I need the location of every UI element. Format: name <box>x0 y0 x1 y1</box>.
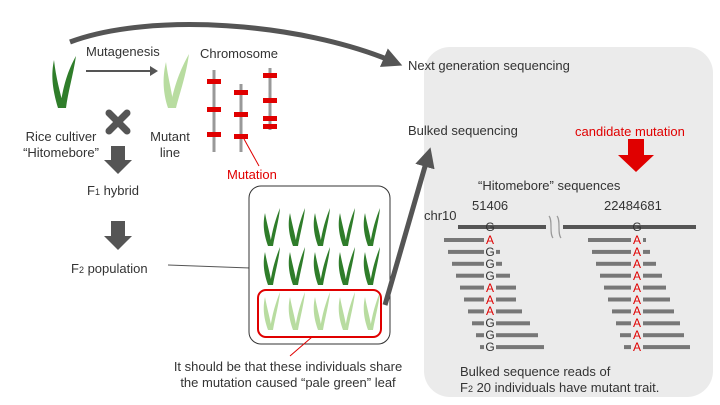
f2-label: F2 population <box>71 261 148 276</box>
locus2-read-base: A <box>631 233 643 247</box>
locus2-read-bar <box>616 321 680 326</box>
pale-plant-icon <box>263 292 280 330</box>
chromosomes-icon <box>207 68 277 152</box>
f2-pointer <box>167 264 251 269</box>
locus2-read-bar <box>596 261 656 266</box>
locus1-read-bar <box>476 333 538 338</box>
locus2-read-base: A <box>631 316 643 331</box>
cross-icon <box>105 109 131 135</box>
mutant-label-2: line <box>159 145 181 160</box>
f2-plants-grid <box>263 208 380 330</box>
locus2-read-bar <box>592 249 650 254</box>
green-plant-icon <box>263 247 280 285</box>
locus2-read-base: A <box>631 292 643 307</box>
pos2-label: 22484681 <box>604 198 662 213</box>
candidate-arrow <box>618 139 654 172</box>
locus2-read-bar <box>588 238 646 242</box>
chr-label: chr10 <box>424 208 457 223</box>
locus2-read-base: A <box>631 268 643 283</box>
pale-plant-icon <box>288 292 305 330</box>
chromosome-label: Chromosome <box>200 46 279 61</box>
pale-plant-icon <box>363 292 380 330</box>
locus2-read-base: A <box>631 304 643 319</box>
locus1-read-base: A <box>484 280 496 295</box>
locus1-read-base: G <box>484 328 496 343</box>
pale-plant-icon <box>313 292 330 330</box>
pale-individuals-highlight <box>257 289 382 338</box>
green-plant-icon <box>338 208 355 246</box>
mutation-pointer <box>243 138 260 167</box>
ref-base-1: G <box>485 220 495 234</box>
locus1-read-bar <box>480 345 544 350</box>
note-line-1: It should be that these individuals shar… <box>173 359 403 374</box>
f1-label: F1 hybrid <box>87 183 139 198</box>
mutation-label: Mutation <box>227 167 277 182</box>
break-mark <box>548 215 554 239</box>
green-plant-icon <box>313 247 330 285</box>
candidate-label: candidate mutation <box>575 124 685 139</box>
locus2-read-base: A <box>631 328 643 343</box>
down-arrow-2 <box>104 221 132 250</box>
green-plant-icon <box>363 208 380 246</box>
green-plant-icon <box>263 208 280 246</box>
locus2-read-bar <box>624 345 690 350</box>
note-pointer <box>289 336 313 357</box>
ngs-panel <box>424 47 713 397</box>
cultivar-plant-icon <box>52 56 76 108</box>
ref-base-2: G <box>632 220 642 234</box>
cultivar-label-2: “Hitomebore” <box>23 145 99 160</box>
green-plant-icon <box>313 208 330 246</box>
locus1-read-bar <box>452 261 502 266</box>
locus1-read-base: A <box>484 292 496 307</box>
locus1-read-bar <box>472 321 530 326</box>
note-line-2: the mutation caused “pale green” leaf <box>180 375 396 390</box>
green-plant-icon <box>288 208 305 246</box>
locus1-read-base: G <box>484 256 496 271</box>
locus2-read-bar <box>620 333 684 338</box>
mutant-plant-icon <box>163 54 189 108</box>
bulked-arrow <box>382 147 435 306</box>
hitomebore-seq-label: “Hitomebore” sequences <box>478 178 621 193</box>
pale-plant-icon <box>338 292 355 330</box>
locus2-read-bar <box>612 309 674 314</box>
locus1-read-bar <box>448 249 500 254</box>
reads-caption-1: Bulked sequence reads of <box>460 364 611 379</box>
bulked-label: Bulked sequencing <box>408 123 518 138</box>
reads-caption-2: F2 20 individuals have mutant trait. <box>460 380 660 395</box>
plants-box <box>248 185 391 345</box>
locus1-read-base: G <box>484 268 496 283</box>
locus1-read-bar <box>456 273 510 278</box>
ngs-arrow <box>69 22 403 67</box>
green-plant-icon <box>338 247 355 285</box>
locus2-read-base: A <box>631 340 643 355</box>
ngs-label: Next generation sequencing <box>408 58 570 73</box>
down-arrow-1 <box>104 146 132 174</box>
locus2-read-base: A <box>631 280 643 295</box>
locus1-read-bar <box>444 238 494 242</box>
locus1-read-base: A <box>484 233 496 247</box>
green-plant-icon <box>288 247 305 285</box>
cultivar-label-1: Rice cultiver <box>25 129 97 144</box>
mutagenesis-label: Mutagenesis <box>86 44 160 59</box>
locus1-read-base: G <box>484 316 496 331</box>
locus1-read-base: A <box>484 304 496 319</box>
locus1-read-base: G <box>484 340 496 355</box>
locus1-read-base: G <box>484 244 496 259</box>
mutant-label-1: Mutant <box>150 129 190 144</box>
locus2-read-base: A <box>631 256 643 271</box>
locus2-read-base: A <box>631 244 643 259</box>
pos1-label: 51406 <box>472 198 509 213</box>
green-plant-icon <box>363 247 380 285</box>
